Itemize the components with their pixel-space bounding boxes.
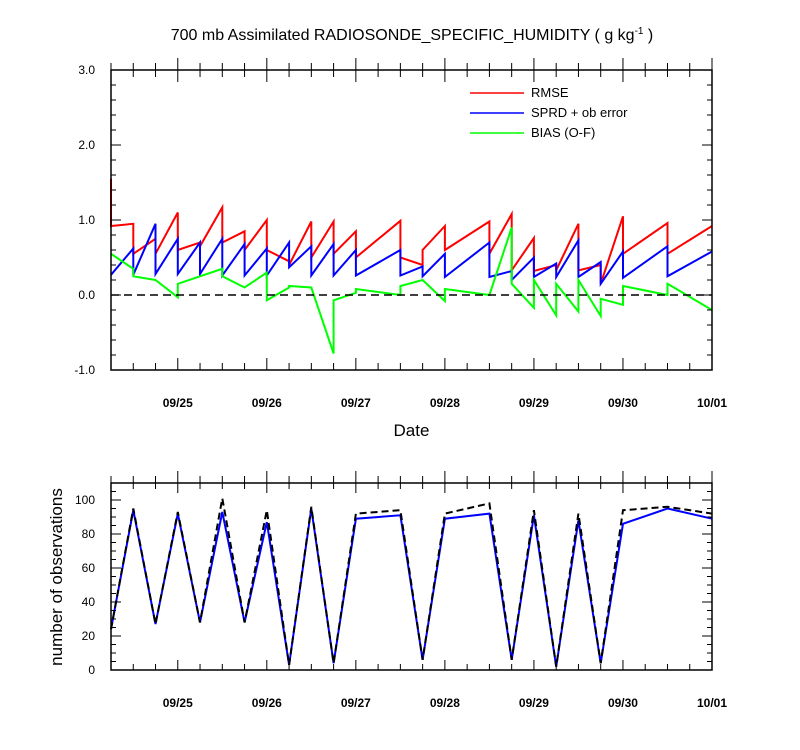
y-tick-label: 100 bbox=[75, 493, 95, 507]
x-tick-label: 10/01 bbox=[697, 696, 727, 710]
bottom-ticks-group: 0 20 40 60 80 100 09/25 09/26 09/27 09/28 09/29 09/… bbox=[75, 471, 727, 710]
chart-title-superscript: -1 bbox=[635, 26, 644, 37]
top-plot: -1.0 0.0 1.0 2.0 3.0 09/25 09/26 09/27 09/28 09/2… bbox=[74, 58, 727, 440]
chart-title-text: 700 mb Assimilated RADIOSONDE_SPECIFIC_H… bbox=[171, 27, 635, 44]
x-tick-label: 09/26 bbox=[252, 396, 282, 410]
top-x-axis-title: Date bbox=[394, 421, 430, 440]
y-tick-label: 60 bbox=[82, 561, 96, 575]
y-tick-label: 0 bbox=[88, 663, 95, 677]
x-tick-label: 09/25 bbox=[163, 696, 193, 710]
y-tick-label: 2.0 bbox=[78, 138, 95, 152]
series-line-sprd-ob-error bbox=[110, 223, 713, 288]
bottom-plot: 0 20 40 60 80 100 09/25 09/26 09/27 09/28 09/29 09/… bbox=[47, 471, 727, 710]
y-tick-label: 3.0 bbox=[78, 63, 95, 77]
y-tick-label: 20 bbox=[82, 629, 96, 643]
x-tick-label: 09/26 bbox=[252, 696, 282, 710]
legend-label-bias: BIAS (O-F) bbox=[531, 125, 595, 140]
legend-label-rmse: RMSE bbox=[531, 85, 569, 100]
y-tick-label: -1.0 bbox=[74, 363, 95, 377]
series-line-rmse bbox=[110, 178, 713, 285]
x-tick-label: 09/28 bbox=[430, 696, 460, 710]
top-ticks-group: -1.0 0.0 1.0 2.0 3.0 09/25 09/26 09/27 09/28 09/2… bbox=[74, 58, 727, 410]
y-tick-label: 1.0 bbox=[78, 213, 95, 227]
chart-title: 700 mb Assimilated RADIOSONDE_SPECIFIC_H… bbox=[171, 26, 654, 44]
x-tick-label: 09/25 bbox=[163, 396, 193, 410]
legend-label-sprd: SPRD + ob error bbox=[531, 105, 628, 120]
x-tick-label: 09/30 bbox=[608, 696, 638, 710]
x-tick-label: 09/27 bbox=[341, 396, 371, 410]
top-plot-frame bbox=[110, 69, 713, 371]
x-tick-label: 09/28 bbox=[430, 396, 460, 410]
chart-title-end: ) bbox=[643, 27, 653, 44]
x-tick-label: 09/27 bbox=[341, 696, 371, 710]
y-tick-label: 80 bbox=[82, 527, 96, 541]
bottom-plot-frame bbox=[110, 482, 713, 671]
top-series-group bbox=[110, 178, 713, 354]
x-tick-label: 10/01 bbox=[697, 396, 727, 410]
x-tick-label: 09/30 bbox=[608, 396, 638, 410]
series-line-bias-o-f bbox=[110, 227, 713, 354]
legend: RMSE SPRD + ob error BIAS (O-F) bbox=[470, 85, 628, 140]
series-line-assimilated bbox=[110, 507, 713, 667]
y-tick-label: 0.0 bbox=[78, 288, 95, 302]
series-line-possible bbox=[110, 498, 713, 667]
x-tick-label: 09/29 bbox=[519, 396, 549, 410]
bottom-series-group bbox=[110, 498, 713, 667]
y-tick-label: 40 bbox=[82, 595, 96, 609]
x-tick-label: 09/29 bbox=[519, 696, 549, 710]
bottom-y-axis-title: number of observations bbox=[47, 488, 66, 666]
